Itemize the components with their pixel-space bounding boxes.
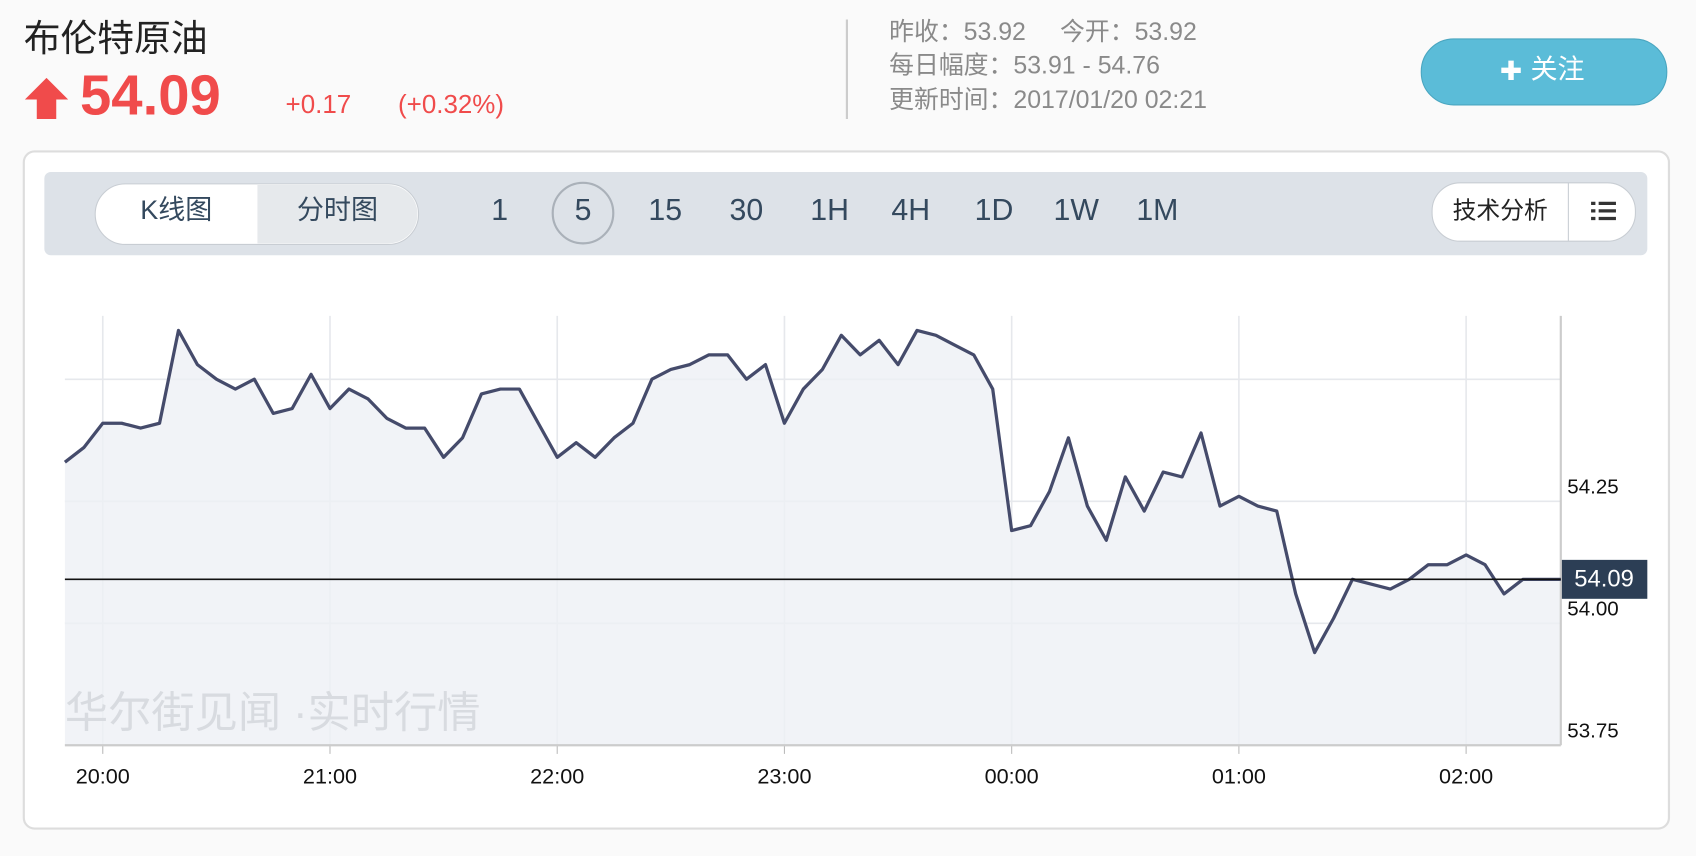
y-tick-label: 54.25	[1567, 476, 1618, 499]
timeshare-tab[interactable]: 分时图	[297, 195, 378, 225]
y-tick-label: 53.75	[1567, 720, 1618, 743]
interval[interactable]: 1H	[810, 194, 849, 227]
follow-button[interactable]: 关注	[1420, 38, 1668, 106]
interval[interactable]: 1M	[1136, 194, 1178, 227]
price: 54.09	[80, 63, 221, 126]
plus-icon	[1501, 60, 1521, 81]
x-tick-label: 20:00	[76, 763, 130, 788]
y-tick-label: 54.00	[1567, 598, 1618, 621]
updated: 更新时间：2017/01/20 02:21	[889, 86, 1207, 114]
open: 今开：53.92	[1060, 18, 1197, 46]
follow-label: 关注	[1531, 55, 1585, 85]
selected-interval	[551, 181, 615, 245]
selected-segment	[257, 184, 418, 244]
x-tick-label: 01:00	[1212, 763, 1266, 788]
current-price-box	[1561, 559, 1648, 599]
analysis-group	[1431, 182, 1636, 242]
interval[interactable]: 1	[491, 194, 508, 227]
menu-icon[interactable]	[1591, 201, 1616, 221]
button-bg	[1420, 38, 1668, 106]
x-tick-label: 23:00	[757, 763, 811, 788]
watermark: 华尔街见闻 ·实时行情	[65, 689, 481, 737]
x-tick-label: 00:00	[985, 763, 1039, 788]
range: 每日幅度：53.91 - 54.76	[889, 52, 1160, 80]
area	[64, 330, 1561, 746]
prev-close: 昨收：53.92	[889, 18, 1026, 46]
current-price-label: 54.09	[1574, 566, 1634, 593]
price-line	[63, 328, 1561, 655]
interval[interactable]: 30	[729, 194, 763, 227]
kline-tab[interactable]: K线图	[140, 195, 212, 225]
interval[interactable]: 5	[575, 194, 592, 227]
change-pct: (+0.32%)	[398, 91, 504, 119]
analysis-button[interactable]: 技术分析	[1453, 197, 1548, 224]
title: 布伦特原油	[24, 18, 208, 59]
x-tick-label: 22:00	[530, 763, 584, 788]
x-tick-label: 21:00	[303, 763, 357, 788]
interval[interactable]: 1W	[1054, 194, 1100, 227]
interval[interactable]: 1D	[975, 194, 1014, 227]
change: +0.17	[286, 91, 352, 119]
interval[interactable]: 15	[648, 194, 682, 227]
toolbar	[44, 171, 1648, 256]
x-tick-label: 02:00	[1439, 763, 1493, 788]
up-arrow	[24, 77, 69, 119]
interval[interactable]: 4H	[891, 194, 930, 227]
